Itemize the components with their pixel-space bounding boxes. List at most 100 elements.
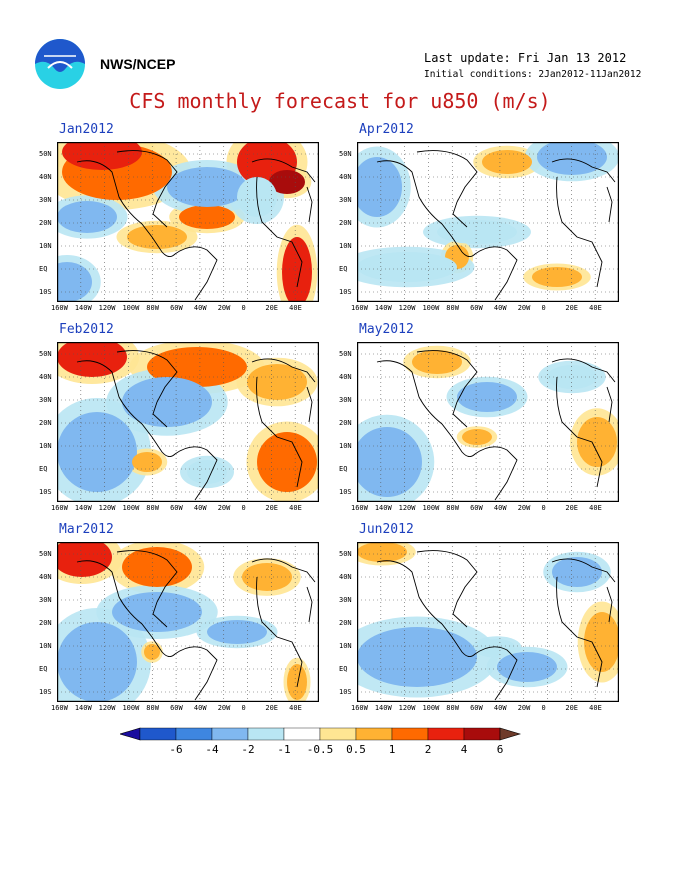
coastline <box>251 558 316 583</box>
lat-tick-label: 30N <box>339 196 352 204</box>
lon-tick-label: 100W <box>422 704 440 712</box>
map-area <box>57 142 319 302</box>
colorbar-label: 4 <box>460 743 468 756</box>
coastline <box>174 446 218 501</box>
anomaly-contour <box>412 350 462 374</box>
lon-tick-label: 40E <box>289 304 302 312</box>
anomaly-contour <box>127 225 187 249</box>
coastline <box>416 150 478 228</box>
lat-tick-label: EQ <box>339 265 348 273</box>
lon-tick-label: 100W <box>422 504 440 512</box>
lat-tick-label: 20N <box>39 219 52 227</box>
coastline <box>306 186 313 223</box>
colorbar-swatch <box>139 727 177 741</box>
anomaly-contour <box>242 563 292 591</box>
coastline <box>256 576 303 688</box>
panel-title: Apr2012 <box>359 122 414 137</box>
lat-tick-label: EQ <box>339 665 348 673</box>
map-area <box>57 542 319 702</box>
coastline <box>76 160 176 257</box>
lon-tick-label: 60W <box>470 304 483 312</box>
anomaly-map <box>57 342 319 502</box>
lon-tick-label: 140W <box>374 304 392 312</box>
lat-tick-label: 10S <box>39 688 52 696</box>
coastline <box>174 246 218 301</box>
coastline <box>556 376 603 488</box>
lat-tick-label: 10S <box>339 688 352 696</box>
map-panel-feb: Feb2012 50N 40N 30N 20N 10N EQ 10S 160W 140W 120W… <box>39 322 357 512</box>
lat-tick-label: 20N <box>339 219 352 227</box>
lon-tick-label: 20E <box>265 304 279 312</box>
anomaly-contour <box>282 237 312 302</box>
coastline <box>416 350 478 428</box>
lon-tick-label: 60W <box>170 704 183 712</box>
lon-tick-label: 20W <box>517 504 531 512</box>
anomaly-contour <box>457 382 517 412</box>
lon-tick-label: 20E <box>265 704 279 712</box>
anomaly-contour <box>537 142 607 175</box>
colorbar-arrow-left <box>118 727 141 741</box>
org-name: NWS/NCEP <box>100 56 176 72</box>
lon-tick-label: 100W <box>422 304 440 312</box>
lon-tick-label: 60W <box>170 304 183 312</box>
coastline <box>416 550 478 628</box>
anomaly-contour <box>132 452 162 472</box>
coastline <box>116 350 178 428</box>
lat-tick-label: 10N <box>339 442 352 450</box>
lon-tick-label: 40W <box>493 504 507 512</box>
map-area <box>357 342 619 502</box>
lon-tick-label: 40W <box>193 304 207 312</box>
colorbar <box>118 726 560 746</box>
lat-tick-label: 50N <box>39 550 52 558</box>
anomaly-contour <box>269 170 305 194</box>
lat-tick-label: 40N <box>39 173 52 181</box>
map-panel-jan: Jan2012 50N 40N 30N 20N 10N EQ 10S 160W 140W 120W… <box>39 122 357 312</box>
lon-tick-label: 80W <box>146 304 159 312</box>
coastline <box>306 386 313 423</box>
anomaly-map <box>357 342 619 502</box>
coastline <box>251 358 316 383</box>
colorbar-label: -0.5 <box>306 743 334 756</box>
lat-tick-label: 10N <box>39 642 52 650</box>
anomaly-contour <box>547 365 597 389</box>
coastline <box>606 386 613 423</box>
anomaly-contour <box>207 620 267 644</box>
coastline <box>376 360 476 457</box>
lon-tick-label: 20E <box>565 304 579 312</box>
lon-tick-label: 100W <box>122 504 140 512</box>
lon-tick-label: 20W <box>217 504 231 512</box>
map-panel-apr: Apr2012 50N 40N 30N 20N 10N EQ 10S 160W 140W 120W… <box>339 122 657 312</box>
lon-tick-label: 0 <box>541 504 546 512</box>
lon-tick-label: 120W <box>398 304 416 312</box>
map-area <box>357 142 619 302</box>
lon-tick-label: 40W <box>493 704 507 712</box>
anomaly-contour <box>462 429 492 445</box>
anomaly-contour <box>112 592 202 632</box>
lon-tick-label: 0 <box>541 304 546 312</box>
lat-tick-label: 20N <box>339 419 352 427</box>
lon-tick-label: 80W <box>446 704 459 712</box>
colorbar-swatch <box>355 727 393 741</box>
lon-tick-label: 40E <box>589 304 602 312</box>
coastline <box>306 586 313 623</box>
lon-tick-label: 20W <box>517 704 531 712</box>
anomaly-contour <box>357 542 407 562</box>
coastline <box>551 358 616 383</box>
lon-tick-label: 80W <box>146 704 159 712</box>
lon-tick-label: 140W <box>374 504 392 512</box>
lat-tick-label: 30N <box>339 596 352 604</box>
colorbar-swatch <box>211 727 249 741</box>
anomaly-contour <box>357 627 477 687</box>
anomaly-contour <box>257 432 317 492</box>
colorbar-label: -4 <box>205 743 219 756</box>
anomaly-contour <box>497 652 557 682</box>
coastline <box>376 560 476 657</box>
colorbar-label: -2 <box>241 743 255 756</box>
anomaly-contour <box>179 205 235 229</box>
coastline <box>116 550 178 628</box>
page-title: CFS monthly forecast for u850 (m/s) <box>129 89 551 113</box>
colorbar-swatch <box>427 727 465 741</box>
coastline <box>474 646 518 701</box>
lat-tick-label: 30N <box>39 396 52 404</box>
lon-tick-label: 80W <box>446 304 459 312</box>
